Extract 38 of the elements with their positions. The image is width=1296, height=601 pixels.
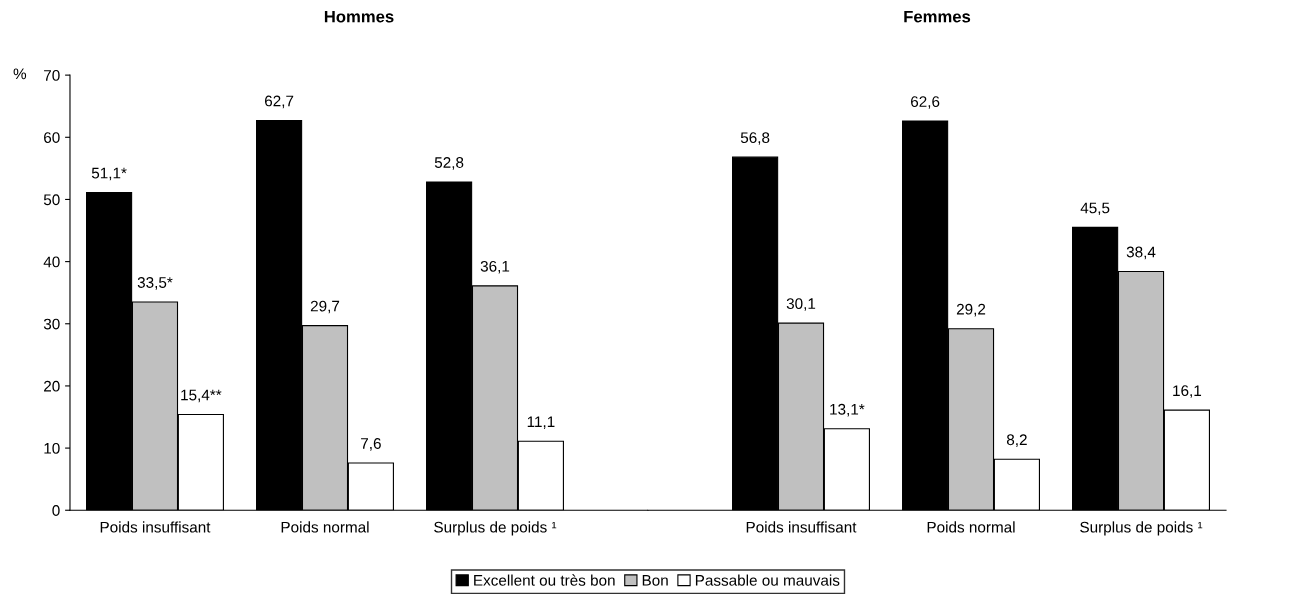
- x-tick-label: Poids insuffisant: [100, 521, 211, 533]
- data-label: 45,5: [1080, 202, 1110, 216]
- chart-title: Hommes: [324, 10, 394, 23]
- y-tick-label: 70: [44, 69, 60, 81]
- data-label: 8,2: [1006, 434, 1027, 447]
- legend-label: Excellent ou très bon: [474, 574, 615, 586]
- data-label: 7,6: [361, 438, 381, 451]
- data-label: 51,1*: [91, 167, 127, 181]
- y-tick-label: 0: [52, 505, 60, 516]
- data-label: 33,5*: [137, 277, 173, 290]
- y-tick-label: 50: [43, 194, 60, 206]
- x-tick-label: Surplus de poids ¹: [434, 521, 557, 536]
- y-tick-label: 60: [44, 132, 60, 143]
- data-label: 62,6: [911, 96, 940, 109]
- data-label: 56,8: [740, 132, 770, 145]
- x-tick-label: Poids normal: [927, 521, 1015, 533]
- data-label: 15,4**: [181, 389, 222, 403]
- data-label: 52,8: [434, 157, 464, 170]
- legend-label: Bon: [642, 575, 668, 586]
- data-label: 13,1*: [830, 403, 865, 417]
- y-tick-label: 40: [43, 256, 60, 268]
- data-label: 30,1: [786, 298, 816, 311]
- data-label: 11,1: [527, 416, 555, 429]
- data-label: 29,7: [310, 300, 340, 314]
- x-tick-label: Surplus de poids ¹: [1080, 521, 1203, 536]
- data-label: 38,4: [1126, 246, 1156, 260]
- data-label: 36,1: [480, 260, 510, 274]
- data-label: 29,2: [956, 303, 986, 317]
- y-tick-label: 30: [43, 318, 60, 330]
- y-tick-label: 10: [44, 442, 60, 454]
- y-tick-label: 20: [44, 380, 60, 392]
- x-tick-label: Poids insuffisant: [746, 521, 857, 533]
- data-label: 16,1: [1173, 385, 1202, 398]
- chart-title: Femmes: [904, 10, 971, 23]
- data-label: 62,7: [265, 95, 294, 109]
- y-axis-title: %: [13, 68, 27, 80]
- legend-label: Passable ou mauvais: [695, 574, 840, 586]
- x-tick-label: Poids normal: [281, 521, 369, 533]
